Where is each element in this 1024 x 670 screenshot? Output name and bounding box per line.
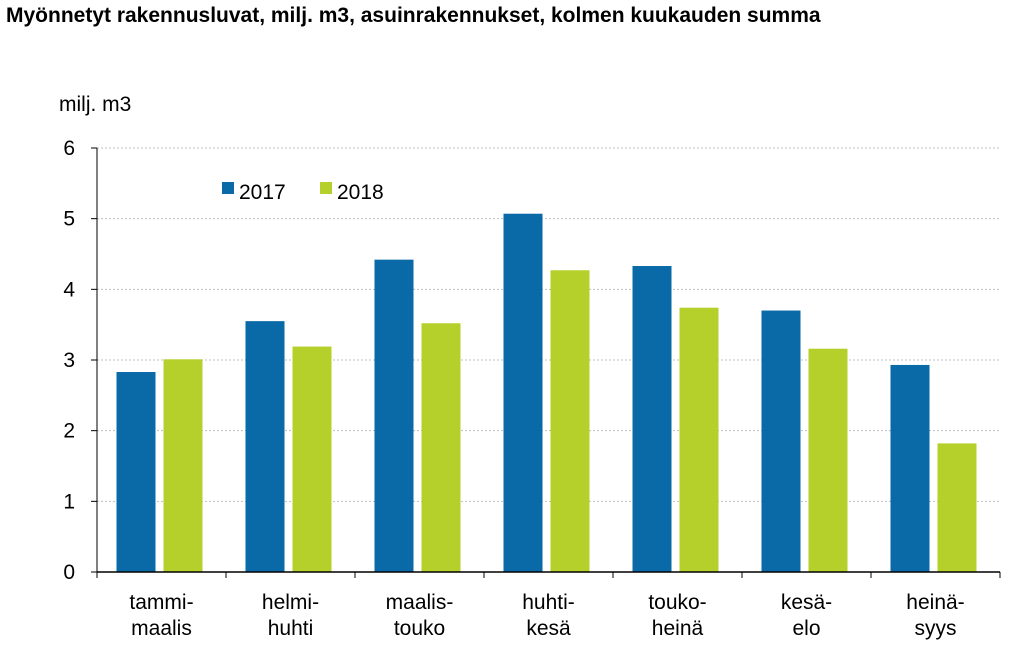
bar-2017-3 <box>503 213 543 572</box>
y-tick-label: 2 <box>63 420 75 443</box>
bar-2018-1 <box>292 346 332 572</box>
bar-2018-2 <box>421 323 461 572</box>
bar-2017-4 <box>632 266 672 572</box>
y-axis-ticks: 0 1 2 3 4 5 6 <box>63 137 97 584</box>
x-tick-label: kesä-elo <box>781 591 832 640</box>
x-tick-label-line: tammi- <box>129 591 193 614</box>
y-tick-label: 4 <box>63 278 75 301</box>
bar-2018-0 <box>163 359 203 572</box>
bar-2018-3 <box>550 270 590 572</box>
bar-2017-5 <box>761 310 801 572</box>
bars <box>116 213 977 572</box>
bar-2018-6 <box>937 443 977 572</box>
legend-label-2017: 2017 <box>239 181 286 204</box>
x-tick-label-line: maalis- <box>386 591 454 614</box>
y-tick-label: 0 <box>63 561 75 584</box>
bar-2017-2 <box>374 259 414 572</box>
bar-2017-6 <box>890 364 930 572</box>
x-tick-label: touko-heinä <box>648 591 706 640</box>
x-tick-label-line: helmi- <box>262 591 319 614</box>
bar-2017-0 <box>116 372 156 572</box>
grid-lines <box>97 147 1000 502</box>
x-tick-label: maalis-touko <box>386 591 454 640</box>
y-tick-label: 5 <box>63 208 75 231</box>
x-tick-label-line: heinä <box>652 617 704 640</box>
x-tick-label-line: heinä- <box>906 591 964 614</box>
x-tick-label-line: huhti <box>268 617 314 640</box>
x-tick-label-line: kesä <box>526 617 571 640</box>
legend-swatch-2017 <box>222 182 234 194</box>
x-tick-label-line: huhti- <box>522 591 575 614</box>
bar-2017-1 <box>245 321 285 572</box>
x-tick-label-line: kesä- <box>781 591 832 614</box>
y-tick-label: 3 <box>63 349 75 372</box>
legend-label-2018: 2018 <box>337 181 384 204</box>
chart-title: Myönnetyt rakennusluvat, milj. m3, asuin… <box>6 4 821 27</box>
x-tick-label: heinä-syys <box>906 591 964 640</box>
legend: 2017 2018 <box>222 181 384 204</box>
bar-2018-4 <box>679 307 719 572</box>
y-tick-label: 6 <box>63 137 75 160</box>
x-axis-ticks: tammi-maalis helmi-huhti maalis-touko huhti… <box>96 572 1001 640</box>
x-tick-label: helmi-huhti <box>262 591 319 640</box>
x-tick-label-line: touko <box>394 617 445 640</box>
x-tick-label-line: maalis <box>131 617 192 640</box>
x-tick-label-line: elo <box>792 617 820 640</box>
bar-2018-5 <box>808 348 848 572</box>
x-tick-label: tammi-maalis <box>129 591 193 640</box>
x-tick-label-line: touko- <box>648 591 706 614</box>
x-tick-label-line: syys <box>915 617 957 640</box>
axes <box>96 148 1000 573</box>
legend-swatch-2018 <box>320 182 332 194</box>
y-tick-label: 1 <box>63 490 75 513</box>
x-tick-label: huhti-kesä <box>522 591 575 640</box>
y-axis-label: milj. m3 <box>59 93 131 116</box>
